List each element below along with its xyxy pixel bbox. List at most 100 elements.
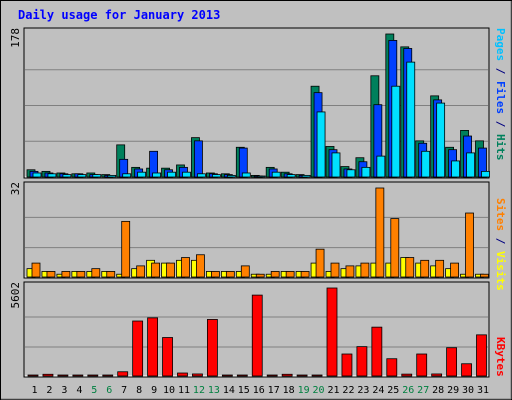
bar-kbytes-day-9 — [147, 317, 159, 377]
legend-part: Files — [494, 81, 507, 114]
bar-sites-day-8 — [136, 265, 146, 278]
bar-kbytes-day-7 — [117, 371, 129, 377]
legend-part: Sites — [494, 198, 507, 231]
bar-kbytes-day-22 — [341, 353, 353, 377]
bar-sites-day-22 — [345, 265, 355, 278]
legend-part: / — [494, 61, 507, 81]
bar-kbytes-day-11 — [177, 372, 188, 377]
bar-kbytes-day-6 — [102, 374, 114, 377]
bar-pages-day-6 — [107, 174, 117, 178]
bar-sites-day-24 — [375, 187, 385, 278]
day-label-5: 5 — [91, 385, 97, 396]
legend-part: Hits — [494, 134, 507, 161]
day-label-6: 6 — [106, 385, 112, 396]
bar-sites-day-4 — [76, 271, 86, 278]
bar-kbytes-day-21 — [326, 287, 338, 377]
bar-sites-day-30 — [465, 212, 474, 278]
bar-pages-day-10 — [167, 171, 176, 178]
bar-sites-day-18 — [285, 271, 295, 278]
bar-sites-day-1 — [31, 262, 41, 278]
bar-pages-day-19 — [301, 174, 311, 178]
day-label-30: 30 — [462, 385, 474, 396]
bar-kbytes-day-16 — [251, 294, 263, 377]
bar-kbytes-day-14 — [221, 374, 233, 377]
legend-part: Visits — [494, 251, 507, 291]
bar-sites-day-29 — [450, 262, 460, 278]
day-label-26: 26 — [402, 385, 414, 396]
bar-sites-day-27 — [420, 259, 430, 278]
bar-sites-day-3 — [61, 271, 71, 278]
bar-pages-day-26 — [406, 61, 416, 178]
bar-kbytes-day-31 — [476, 334, 487, 377]
day-label-22: 22 — [342, 385, 354, 396]
bar-kbytes-day-26 — [401, 373, 413, 377]
bar-kbytes-day-28 — [431, 373, 443, 377]
day-label-1: 1 — [31, 385, 37, 396]
bar-kbytes-day-3 — [57, 374, 69, 377]
bar-kbytes-day-4 — [72, 374, 84, 377]
bar-sites-day-19 — [300, 271, 310, 278]
bar-pages-day-1 — [32, 172, 42, 178]
day-label-12: 12 — [193, 385, 205, 396]
hits-scale-max: 178 — [9, 28, 22, 48]
bars — [26, 33, 490, 377]
bar-pages-day-4 — [77, 174, 87, 178]
bar-pages-day-8 — [137, 171, 147, 178]
bar-kbytes-day-29 — [446, 347, 458, 377]
bar-sites-day-5 — [91, 268, 101, 278]
bar-pages-day-13 — [211, 174, 221, 178]
bar-pages-day-2 — [47, 173, 57, 178]
bar-sites-day-31 — [480, 273, 489, 278]
bar-kbytes-day-8 — [132, 320, 144, 377]
bar-sites-day-12 — [196, 254, 205, 278]
bar-pages-day-21 — [331, 152, 341, 178]
bar-pages-day-25 — [391, 85, 401, 178]
bar-kbytes-day-25 — [386, 358, 398, 377]
bar-pages-day-14 — [226, 174, 236, 178]
bar-kbytes-day-19 — [296, 374, 308, 377]
day-label-23: 23 — [357, 385, 369, 396]
visits-scale-max: 32 — [9, 182, 22, 195]
bar-kbytes-day-17 — [266, 374, 278, 377]
day-label-21: 21 — [327, 385, 339, 396]
bar-files-day-12 — [194, 140, 203, 178]
day-label-15: 15 — [238, 385, 250, 396]
day-label-11: 11 — [178, 385, 190, 396]
bar-sites-day-17 — [270, 271, 280, 278]
bar-sites-day-26 — [405, 257, 415, 278]
day-label-3: 3 — [61, 385, 67, 396]
bar-pages-day-18 — [286, 174, 296, 178]
day-label-14: 14 — [223, 385, 235, 396]
bar-pages-day-20 — [316, 111, 326, 178]
day-label-10: 10 — [163, 385, 175, 396]
bar-sites-day-6 — [106, 271, 116, 278]
bar-kbytes-day-23 — [356, 346, 368, 377]
bar-sites-day-14 — [225, 271, 235, 278]
bar-pages-day-24 — [376, 155, 386, 178]
bar-kbytes-day-10 — [162, 337, 173, 377]
kbytes-legend: KBytes — [494, 337, 507, 377]
day-label-4: 4 — [76, 385, 82, 396]
bar-sites-day-25 — [390, 218, 400, 278]
bar-sites-day-7 — [121, 220, 131, 278]
bar-pages-day-12 — [197, 173, 206, 178]
legend-part: / — [494, 114, 507, 134]
kbytes-scale-max: 5602 — [9, 282, 22, 309]
bar-pages-day-11 — [182, 171, 191, 178]
bar-kbytes-day-27 — [416, 353, 428, 377]
bar-sites-day-13 — [210, 271, 220, 278]
day-label-8: 8 — [136, 385, 142, 396]
bar-pages-day-31 — [481, 170, 490, 178]
bar-pages-day-17 — [271, 171, 281, 178]
bar-kbytes-day-24 — [371, 326, 383, 377]
bar-sites-day-11 — [181, 257, 190, 278]
day-label-17: 17 — [268, 385, 280, 396]
bar-sites-day-21 — [330, 262, 340, 278]
bar-sites-day-9 — [151, 262, 161, 278]
bar-kbytes-day-5 — [87, 374, 99, 377]
day-label-24: 24 — [372, 385, 384, 396]
day-label-16: 16 — [253, 385, 265, 396]
bar-pages-day-9 — [152, 172, 162, 178]
day-label-28: 28 — [432, 385, 444, 396]
